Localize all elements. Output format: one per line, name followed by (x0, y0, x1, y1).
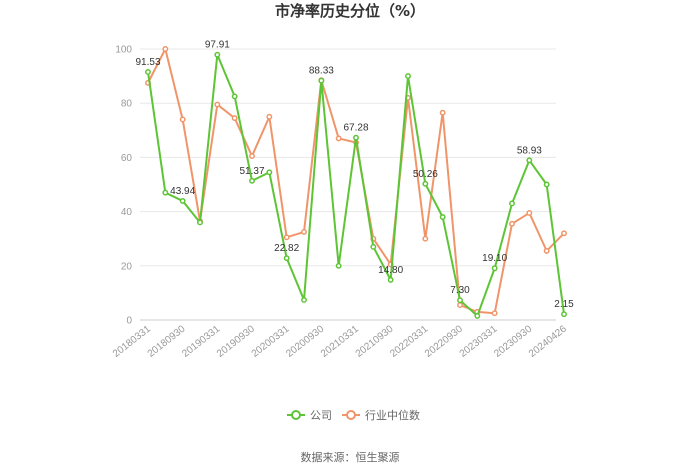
y-tick-label: 80 (121, 99, 133, 110)
data-label: 58.93 (517, 145, 542, 156)
data-point-industry-median[interactable] (283, 234, 290, 241)
data-point-company[interactable] (405, 73, 411, 80)
x-tick-label: 20200331 (250, 323, 292, 359)
legend-label-industry-median: 行业中位数 (365, 408, 420, 422)
data-point-company[interactable] (370, 243, 377, 250)
legend-marker-industry-median (346, 410, 356, 420)
data-point-company[interactable] (353, 134, 359, 141)
x-tick-label: 20240426 (527, 323, 569, 359)
data-point-industry-median[interactable] (561, 230, 567, 237)
y-tick-label: 40 (121, 207, 133, 218)
x-tick-label: 20230930 (492, 323, 534, 359)
data-label: 50.26 (413, 169, 438, 180)
data-point-industry-median[interactable] (526, 210, 533, 216)
data-label: 88.33 (309, 66, 334, 77)
data-point-company[interactable] (214, 51, 221, 58)
data-point-company[interactable] (301, 296, 307, 303)
data-point-company[interactable] (509, 200, 515, 207)
data-point-industry-median[interactable] (301, 228, 307, 235)
x-tick-label: 20200930 (284, 323, 326, 359)
data-point-company[interactable] (231, 93, 238, 100)
data-label: 14.80 (378, 265, 403, 276)
x-tick-label: 20180930 (146, 323, 188, 359)
legend-label-company: 公司 (310, 409, 332, 422)
data-point-company[interactable] (387, 276, 394, 283)
x-axis-ticks: 2018033120180930201903312019093020200331… (111, 323, 569, 359)
data-label: 7.30 (450, 285, 470, 296)
legend-item-industry-median[interactable]: 行业中位数 (342, 408, 420, 422)
data-point-industry-median[interactable] (231, 115, 238, 122)
data-label: 91.53 (135, 57, 160, 68)
y-tick-label: 100 (115, 45, 132, 56)
data-point-company[interactable] (179, 197, 186, 204)
data-point-company[interactable] (422, 180, 429, 187)
data-point-company[interactable] (526, 157, 533, 164)
x-tick-label: 20210930 (354, 323, 396, 359)
data-point-industry-median[interactable] (214, 101, 221, 108)
data-point-industry-median[interactable] (266, 113, 273, 120)
y-tick-label: 0 (126, 316, 132, 327)
data-labels: 91.53 43.94 97.91 51.37 22.82 88.33 67.28 14.80… (135, 40, 574, 311)
data-label: 51.37 (239, 166, 264, 177)
legend-item-company[interactable]: 公司 (287, 409, 332, 422)
y-tick-label: 60 (121, 153, 133, 164)
data-point-company[interactable] (543, 181, 550, 188)
data-point-company[interactable] (283, 255, 290, 262)
data-point-company[interactable] (249, 177, 255, 184)
series-line-industry-median (147, 48, 565, 315)
x-tick-label: 20210331 (319, 323, 361, 359)
data-label: 67.28 (343, 123, 368, 134)
data-point-company[interactable] (335, 262, 342, 269)
x-tick-label: 20220930 (423, 323, 465, 359)
data-point-industry-median[interactable] (249, 153, 255, 159)
x-tick-label: 20220331 (388, 323, 430, 359)
series-group (145, 46, 567, 319)
x-tick-label: 20180331 (111, 323, 153, 359)
chart-title: 市净率历史分位（%） (275, 2, 425, 20)
data-point-industry-median[interactable] (457, 302, 463, 309)
data-point-company[interactable] (457, 297, 463, 304)
data-label: 97.91 (205, 40, 230, 51)
data-point-company[interactable] (145, 69, 151, 75)
data-point-company[interactable] (474, 312, 481, 319)
x-tick-label: 20230331 (458, 323, 500, 359)
data-point-company[interactable] (318, 77, 325, 84)
y-axis-ticks: 0 20 40 60 80 100 (115, 45, 132, 327)
data-label: 2.15 (554, 299, 574, 310)
data-point-industry-median[interactable] (509, 220, 515, 227)
data-source: 数据来源：恒生聚源 (301, 450, 400, 464)
data-point-company[interactable] (561, 311, 567, 318)
data-point-industry-median[interactable] (162, 46, 169, 52)
x-tick-label: 20190930 (215, 323, 257, 359)
data-label: 22.82 (274, 243, 299, 254)
data-point-company[interactable] (439, 214, 446, 220)
data-point-industry-median[interactable] (439, 109, 446, 116)
data-point-company[interactable] (197, 219, 203, 226)
data-point-company[interactable] (266, 169, 273, 176)
data-point-industry-median[interactable] (543, 247, 550, 254)
data-point-industry-median[interactable] (491, 310, 498, 317)
grid-lines (140, 48, 556, 267)
data-point-industry-median[interactable] (422, 235, 429, 242)
y-tick-label: 20 (121, 261, 133, 272)
legend-marker-company (291, 410, 301, 420)
data-point-company[interactable] (491, 265, 498, 272)
data-point-industry-median[interactable] (335, 135, 342, 142)
x-tick-label: 20190331 (180, 323, 222, 359)
data-point-industry-median[interactable] (179, 116, 186, 123)
data-label: 43.94 (170, 186, 195, 197)
data-label: 19.10 (482, 253, 507, 264)
data-point-company[interactable] (162, 189, 169, 196)
legend: 公司 行业中位数 (287, 408, 420, 422)
